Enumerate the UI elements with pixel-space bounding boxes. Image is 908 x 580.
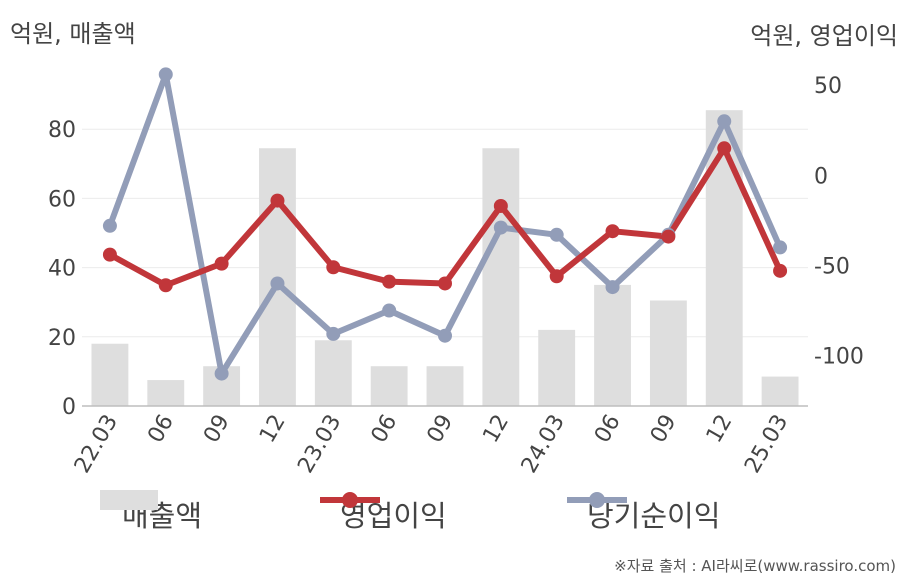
point-operating-profit xyxy=(270,193,285,208)
x-tick-label: 06 xyxy=(590,411,626,448)
y-right-tick-label: -50 xyxy=(814,254,850,279)
x-tick-label: 22.03 xyxy=(70,411,123,478)
bar-sales xyxy=(594,284,631,406)
y-right-tick-label: -100 xyxy=(814,345,864,370)
bar-sales xyxy=(705,110,743,407)
y-left-tick-label: 0 xyxy=(62,395,76,420)
bar-sales xyxy=(314,340,352,406)
legend-item-net-income: 당기순이익 xyxy=(565,488,720,540)
point-net-income xyxy=(158,67,173,82)
legend-label-net-income: 당기순이익 xyxy=(587,499,721,533)
y-left-tick-label: 40 xyxy=(48,257,76,282)
bar-sales xyxy=(370,366,408,406)
x-tick-label: 06 xyxy=(143,411,179,448)
legend-line-swatch-blue xyxy=(567,492,627,508)
point-operating-profit xyxy=(326,260,341,275)
y-left-tick-label: 60 xyxy=(48,187,76,212)
right-axis-unit-label: 억원, 영업이익 xyxy=(750,22,898,50)
source-credit: ※자료 출처 : AI라씨로(www.rassiro.com) xyxy=(614,557,896,575)
x-tick-label: 06 xyxy=(367,411,403,448)
x-tick-label: 09 xyxy=(199,411,235,448)
chart-legend: 매출액 영업이익 당기순이익 xyxy=(0,488,908,540)
bar-sales xyxy=(482,148,520,407)
point-net-income xyxy=(326,326,341,341)
bar-sales xyxy=(649,300,687,406)
x-tick-label: 25.03 xyxy=(740,411,793,478)
point-net-income xyxy=(270,276,285,291)
point-operating-profit xyxy=(158,278,173,293)
bar-sales xyxy=(147,380,185,406)
point-operating-profit xyxy=(438,276,452,291)
bar-sales xyxy=(538,329,576,406)
legend-item-operating-profit: 영업이익 xyxy=(318,488,447,540)
y-right-tick-label: 50 xyxy=(814,74,842,99)
bar-sales xyxy=(91,343,129,406)
point-net-income xyxy=(382,303,397,318)
x-tick-label: 09 xyxy=(646,411,682,448)
point-operating-profit xyxy=(717,141,732,156)
point-operating-profit xyxy=(214,256,229,271)
point-net-income xyxy=(102,218,117,233)
point-operating-profit xyxy=(661,229,676,244)
point-operating-profit xyxy=(549,269,564,284)
bar-sales xyxy=(426,366,464,406)
point-net-income xyxy=(549,227,564,242)
x-tick-label: 12 xyxy=(702,411,738,448)
legend-line-swatch-red xyxy=(320,492,380,508)
point-operating-profit xyxy=(382,274,397,289)
x-tick-label: 09 xyxy=(423,411,459,448)
line-operating-profit xyxy=(106,145,784,289)
y-left-tick-label: 80 xyxy=(48,118,76,143)
point-operating-profit xyxy=(493,198,508,213)
x-tick-label: 12 xyxy=(255,411,291,448)
y-left-tick-label: 20 xyxy=(48,326,76,351)
y-right-tick-label: 0 xyxy=(814,164,828,189)
point-net-income xyxy=(438,328,452,343)
point-net-income xyxy=(605,280,620,295)
left-axis-unit-label: 억원, 매출액 xyxy=(10,20,136,48)
point-net-income xyxy=(214,366,229,381)
point-operating-profit xyxy=(605,224,620,239)
legend-bar-swatch xyxy=(100,490,158,510)
point-operating-profit xyxy=(102,247,117,262)
x-tick-label: 23.03 xyxy=(293,411,346,478)
x-tick-label: 24.03 xyxy=(517,411,570,478)
bar-sales xyxy=(761,376,799,406)
point-net-income xyxy=(773,240,788,255)
legend-item-sales: 매출액 xyxy=(100,488,202,540)
point-net-income xyxy=(717,114,732,129)
legend-label-operating-profit: 영업이익 xyxy=(340,499,447,533)
x-tick-label: 12 xyxy=(478,411,514,448)
point-operating-profit xyxy=(773,263,788,278)
point-net-income xyxy=(493,220,508,235)
